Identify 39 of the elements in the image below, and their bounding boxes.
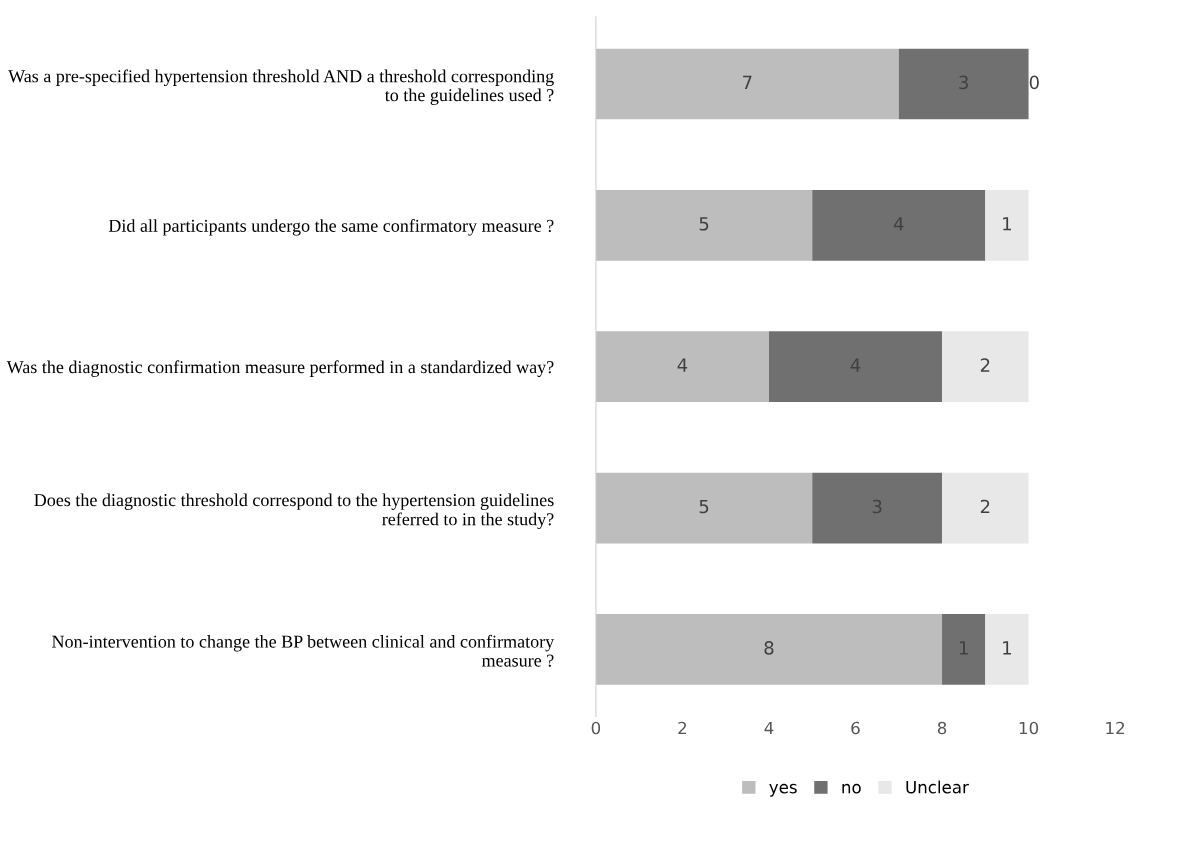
x-tick-label: 8	[937, 721, 947, 735]
y-tick-label: Was the diagnostic confirmation measure performed in a standardized way?	[6, 360, 554, 377]
y-tick-label: Does the diagnostic threshold correspond to the hypertension guidelines referred to in the study?	[34, 493, 554, 530]
bar	[812, 472, 943, 544]
x-tick-label: 0	[591, 721, 601, 735]
x-tick-label: 10	[1019, 721, 1039, 735]
legend-label: yes	[769, 783, 797, 797]
bar	[898, 48, 1029, 120]
data-label: 2	[980, 358, 990, 372]
x-tick-label: 2	[678, 721, 687, 735]
data-label: 5	[699, 499, 709, 514]
bar	[595, 331, 769, 403]
data-label: 2	[980, 499, 990, 514]
bar	[595, 190, 813, 261]
data-label: 5	[699, 217, 709, 231]
bar	[942, 331, 1029, 403]
legend-label: Unclear	[906, 780, 969, 794]
x-tick-label: 12	[1106, 721, 1125, 735]
data-label: 0	[1029, 75, 1039, 90]
legend-label: no	[842, 783, 861, 794]
data-label: 7	[743, 75, 752, 89]
bar	[595, 614, 943, 685]
bar	[942, 472, 1029, 544]
data-label: 4	[677, 358, 688, 372]
data-label: 1	[1003, 217, 1012, 231]
bar	[595, 48, 899, 120]
y-tick-label: Did all participants undergo the same confirmatory measure ?	[108, 219, 554, 236]
x-tick-label: 4	[764, 721, 774, 735]
bar	[812, 190, 986, 261]
bar	[768, 331, 943, 403]
bar	[942, 614, 986, 685]
bar	[985, 614, 1029, 685]
bar	[595, 472, 813, 544]
data-label: 8	[764, 640, 774, 655]
data-label: 1	[1003, 641, 1012, 655]
y-tick-label: Non-intervention to change the BP between clinical and confirmatory measure ?	[52, 634, 555, 667]
bar	[985, 190, 1029, 261]
x-tick-label: 6	[851, 721, 860, 735]
y-tick-label: Was a pre-specified hypertension threshold AND a threshold corresponding to the guidelines used ?	[8, 69, 554, 105]
